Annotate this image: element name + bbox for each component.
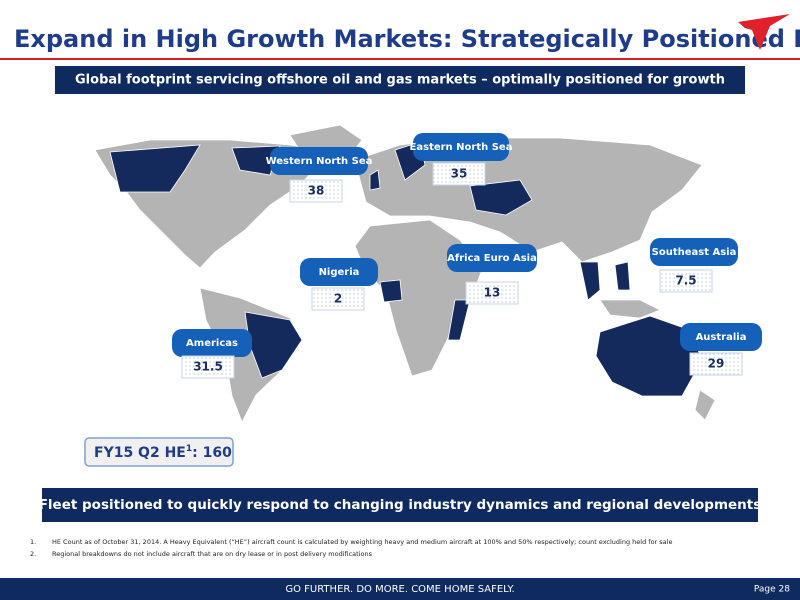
fleet-total-value: : 160 <box>192 445 232 461</box>
region-value: 13 <box>484 286 501 300</box>
region-pill <box>270 147 368 175</box>
world-map <box>94 124 716 423</box>
region-name: Southeast Asia <box>652 247 737 258</box>
fleet-total: FY15 Q2 HE1: 160 <box>94 444 232 462</box>
region-name: Western North Sea <box>266 156 373 167</box>
logo <box>738 14 790 50</box>
region-value: 7.5 <box>675 274 696 288</box>
region-pill <box>300 258 378 286</box>
region-name: Nigeria <box>319 267 360 278</box>
tagline: GO FURTHER. DO MORE. COME HOME SAFELY. <box>285 584 514 595</box>
region-value-box <box>465 281 519 305</box>
region-value-box <box>432 162 486 186</box>
region-name: Australia <box>696 332 747 343</box>
footer-bar <box>0 578 800 600</box>
region-value-box <box>689 352 743 376</box>
region-pill <box>680 323 762 351</box>
region-callouts: Western North Sea 38 Eastern North Sea 35 Ni… <box>172 133 762 379</box>
region-name: Africa Euro Asia <box>447 253 537 264</box>
footnote-text: HE Count as of October 31, 2014. A Heavy… <box>52 538 672 546</box>
region-pill <box>172 329 252 357</box>
banner-bar <box>42 488 758 522</box>
fleet-total-note: 1 <box>186 444 192 454</box>
region-value-box <box>311 287 365 311</box>
region-name: Americas <box>186 338 238 349</box>
footnote-number: 1. <box>30 538 36 546</box>
region-value: 38 <box>308 184 325 198</box>
region-value: 35 <box>451 167 468 181</box>
region-value: 31.5 <box>193 360 223 374</box>
region-value: 2 <box>334 292 342 306</box>
region-name: Eastern North Sea <box>410 142 513 153</box>
subtitle: Global footprint servicing offshore oil … <box>75 73 725 88</box>
banner: Fleet positioned to quickly respond to c… <box>39 497 762 513</box>
region-value: 29 <box>708 357 725 371</box>
footnote-text: Regional breakdowns do not include aircr… <box>52 550 373 558</box>
subtitle-bar <box>55 66 745 94</box>
region-pill <box>413 133 509 161</box>
region-value-box <box>289 179 343 203</box>
region-value-box <box>181 355 235 379</box>
region-value-box <box>659 269 713 293</box>
page-number: Page 28 <box>754 585 790 595</box>
region-pill <box>447 244 537 272</box>
footnote-number: 2. <box>30 550 36 558</box>
fleet-total-label: FY15 Q2 HE <box>94 445 186 461</box>
region-pill <box>650 238 738 266</box>
fleet-total-box <box>84 437 234 467</box>
slide-title: Expand in High Growth Markets: Strategic… <box>14 25 800 53</box>
